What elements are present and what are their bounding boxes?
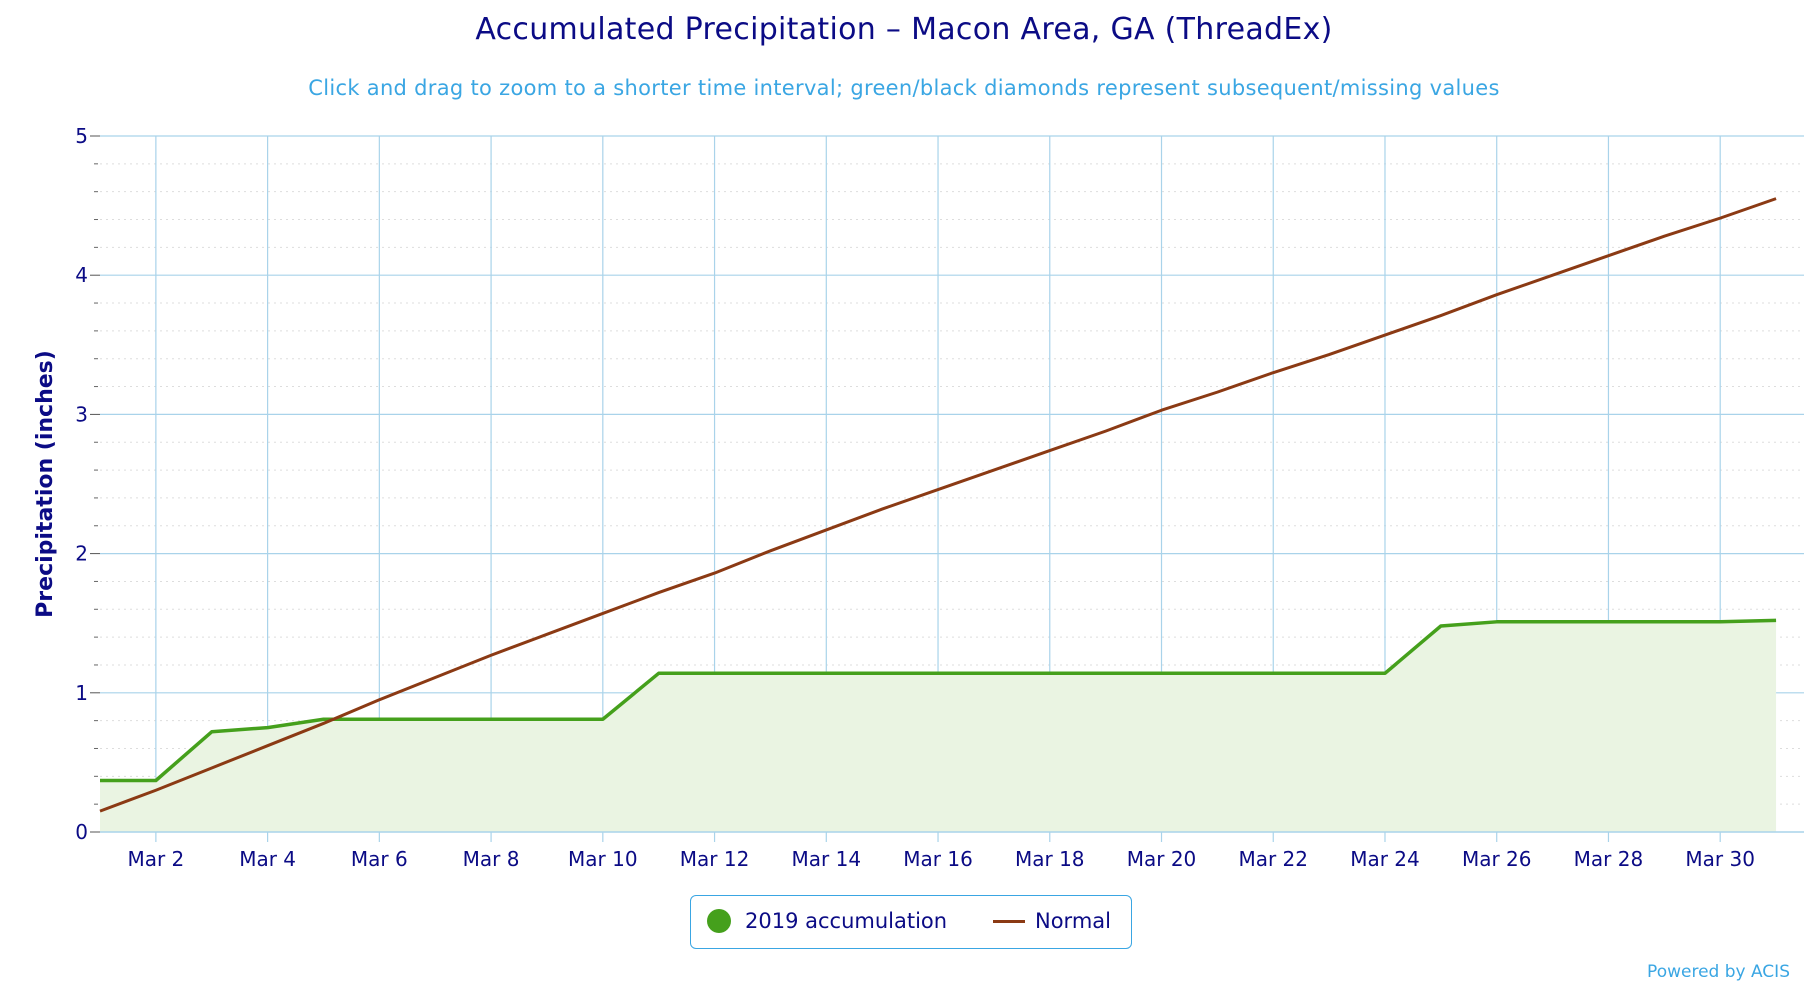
- x-tick-label: Mar 26: [1462, 847, 1532, 871]
- legend-dot-icon: [707, 909, 731, 933]
- y-tick-label: 1: [75, 681, 88, 705]
- legend-line-icon: [993, 919, 1025, 923]
- legend-item-normal[interactable]: Normal: [993, 909, 1111, 933]
- x-tick-label: Mar 28: [1574, 847, 1644, 871]
- legend-item-2019-accumulation[interactable]: 2019 accumulation: [707, 909, 947, 933]
- x-tick-label: Mar 20: [1127, 847, 1197, 871]
- x-tick-label: Mar 14: [792, 847, 862, 871]
- y-tick-label: 5: [75, 124, 88, 148]
- y-tick-label: 2: [75, 542, 88, 566]
- series-line-normal: [99, 197, 1777, 813]
- legend-label: 2019 accumulation: [745, 909, 948, 933]
- y-tick-label: 3: [75, 402, 88, 426]
- y-tick-label: 4: [75, 263, 88, 287]
- x-tick-label: Mar 2: [127, 847, 184, 871]
- x-tick-label: Mar 24: [1350, 847, 1420, 871]
- y-tick-label: 0: [75, 820, 88, 844]
- x-tick-label: Mar 10: [568, 847, 638, 871]
- chart-subtitle: Click and drag to zoom to a shorter time…: [308, 76, 1500, 100]
- series-line-2019-accumulation: [100, 618, 1777, 783]
- chart-title: Accumulated Precipitation – Macon Area, …: [475, 12, 1333, 47]
- y-axis-label: Precipitation (inches): [33, 350, 58, 618]
- x-tick-label: Mar 4: [239, 847, 296, 871]
- x-tick-label: Mar 8: [463, 847, 520, 871]
- legend: 2019 accumulation Normal: [690, 895, 1132, 949]
- legend-label: Normal: [1035, 909, 1111, 933]
- x-tick-label: Mar 6: [351, 847, 408, 871]
- x-tick-label: Mar 30: [1685, 847, 1755, 871]
- x-tick-label: Mar 12: [680, 847, 750, 871]
- x-tick-label: Mar 22: [1238, 847, 1308, 871]
- x-tick-label: Mar 18: [1015, 847, 1085, 871]
- x-tick-label: Mar 16: [903, 847, 973, 871]
- credits-link[interactable]: Powered by ACIS: [1647, 962, 1790, 982]
